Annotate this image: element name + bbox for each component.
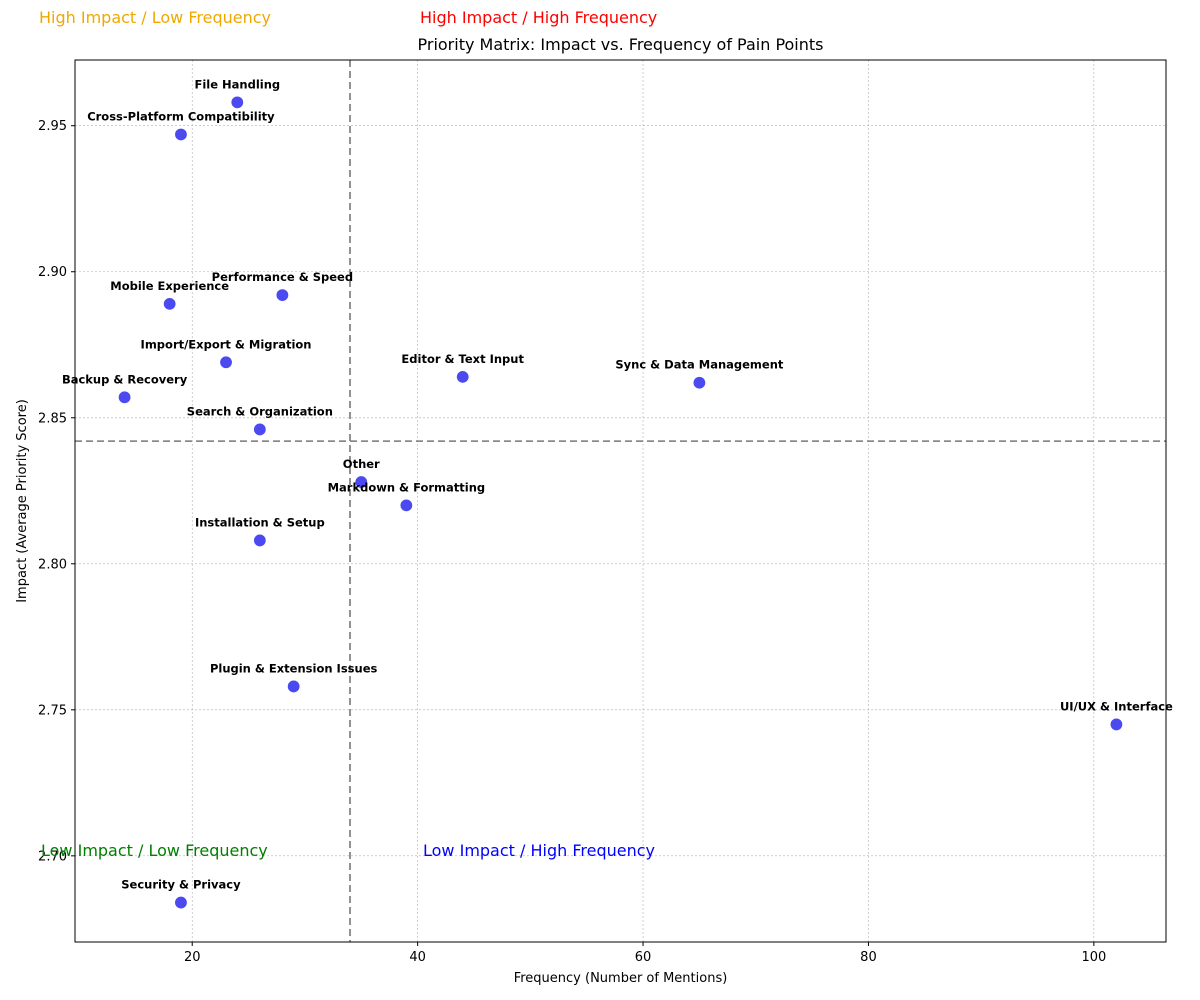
quadrant-label-high-impact-high-frequency: High Impact / High Frequency bbox=[420, 8, 657, 27]
point-label: Import/Export & Migration bbox=[141, 337, 312, 351]
data-point bbox=[230, 95, 245, 110]
quadrant-label-low-impact-high-frequency: Low Impact / High Frequency bbox=[423, 841, 655, 860]
y-tick-label: 2.75 bbox=[38, 703, 67, 718]
x-tick-label: 60 bbox=[635, 950, 652, 965]
data-point bbox=[117, 390, 132, 405]
x-axis-label: Frequency (Number of Mentions) bbox=[514, 971, 728, 986]
data-point bbox=[218, 355, 234, 370]
point-label: Security & Privacy bbox=[121, 878, 241, 892]
data-point bbox=[275, 288, 290, 303]
x-tick-label: 40 bbox=[409, 950, 426, 965]
data-point bbox=[162, 296, 177, 311]
y-tick-label: 2.95 bbox=[38, 119, 67, 134]
data-point bbox=[252, 533, 267, 548]
data-point bbox=[455, 369, 470, 384]
point-label: Installation & Setup bbox=[195, 515, 325, 529]
plot-frame bbox=[74, 59, 1167, 943]
point-label: Other bbox=[343, 457, 380, 471]
data-point bbox=[1109, 717, 1124, 732]
x-tick-label: 100 bbox=[1081, 950, 1106, 965]
point-label: Markdown & Formatting bbox=[328, 480, 486, 494]
point-label: Sync & Data Management bbox=[615, 358, 784, 372]
point-label: Mobile Experience bbox=[110, 279, 229, 293]
y-tick-label: 2.80 bbox=[38, 557, 67, 572]
data-point bbox=[286, 679, 301, 694]
data-point bbox=[399, 498, 414, 513]
data-point bbox=[354, 474, 369, 490]
point-label: Performance & Speed bbox=[212, 270, 353, 284]
x-tick-label: 20 bbox=[184, 950, 201, 965]
point-label: Cross-Platform Compatibility bbox=[87, 109, 275, 123]
data-point bbox=[173, 127, 189, 142]
chart-title: Priority Matrix: Impact vs. Frequency of… bbox=[418, 35, 824, 54]
point-label: Plugin & Extension Issues bbox=[210, 661, 378, 675]
y-tick-label: 2.85 bbox=[38, 411, 67, 426]
data-point bbox=[692, 375, 707, 390]
y-tick-label: 2.70 bbox=[38, 849, 67, 864]
point-label: Editor & Text Input bbox=[401, 352, 524, 366]
point-label: File Handling bbox=[194, 77, 280, 91]
quadrant-label-low-impact-low-frequency: Low Impact / Low Frequency bbox=[41, 841, 268, 860]
point-label: Search & Organization bbox=[187, 404, 333, 418]
point-label: UI/UX & Interface bbox=[1060, 699, 1173, 713]
y-axis-label: Impact (Average Priority Score) bbox=[15, 399, 30, 603]
x-tick-label: 80 bbox=[860, 950, 877, 965]
point-label: Backup & Recovery bbox=[62, 372, 188, 386]
data-point bbox=[252, 422, 267, 437]
y-tick-label: 2.90 bbox=[38, 265, 67, 280]
data-point bbox=[173, 895, 189, 910]
quadrant-label-high-impact-low-frequency: High Impact / Low Frequency bbox=[39, 8, 271, 27]
